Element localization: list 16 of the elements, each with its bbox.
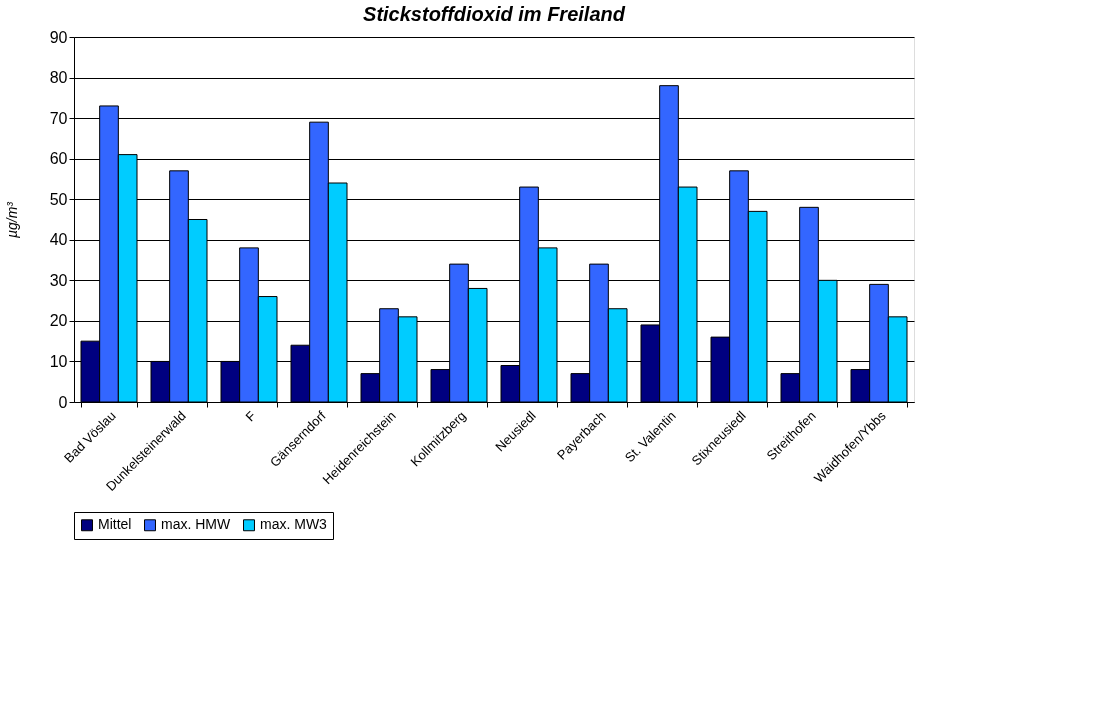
y-tick-label: 60 [49,150,68,168]
y-tick-label: 40 [49,231,68,249]
x-tick-label: F [242,408,259,425]
y-tick-label: 30 [49,271,68,289]
y-tick-label: 90 [49,28,68,46]
chart-title: Stickstoffdioxid im Freiland [363,3,626,25]
legend-label: Mittel [98,516,132,533]
legend-label: max. HMW [161,516,231,533]
y-tick-label: 20 [49,312,68,330]
y-axis-title: µg/m³ [3,201,20,239]
y-tick-label: 50 [49,190,68,208]
y-tick-label: 0 [58,393,68,411]
y-tick-label: 80 [49,69,68,87]
legend-label: max. MW3 [260,516,328,533]
y-tick-label: 10 [49,352,68,370]
y-tick-label: 70 [49,109,68,127]
